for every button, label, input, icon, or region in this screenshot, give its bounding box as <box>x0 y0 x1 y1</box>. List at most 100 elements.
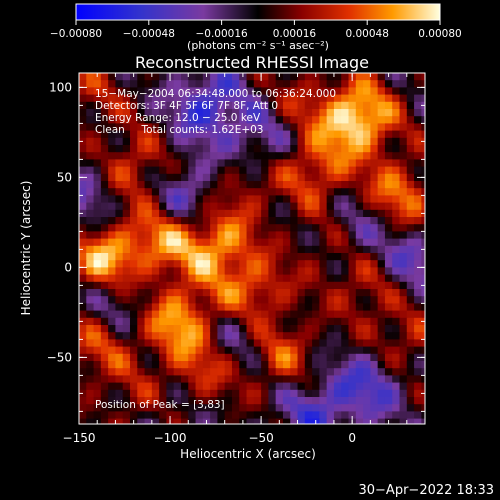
heatmap-cell <box>188 289 197 297</box>
heatmap-cell <box>151 411 160 420</box>
heatmap-cell <box>261 87 269 96</box>
heatmap-cell <box>363 397 371 405</box>
heatmap-cell <box>384 101 393 110</box>
heatmap-cell <box>151 325 160 333</box>
heatmap-cell <box>79 217 87 225</box>
heatmap-cell <box>399 346 408 355</box>
heatmap-cell <box>129 94 138 103</box>
heatmap-cell <box>333 109 342 117</box>
heatmap-cell <box>202 209 211 218</box>
heatmap-cell <box>363 195 371 204</box>
heatmap-cell <box>144 181 153 189</box>
heatmap-cell <box>115 404 124 412</box>
heatmap-cell <box>399 404 408 412</box>
heatmap-cell <box>406 195 415 204</box>
heatmap-cell <box>202 382 211 391</box>
heatmap-cell <box>129 267 138 276</box>
heatmap-cell <box>406 101 415 110</box>
heatmap-cell <box>363 267 371 276</box>
heatmap-cell <box>129 109 138 117</box>
heatmap-cell <box>210 274 218 283</box>
heatmap-cell <box>326 346 335 355</box>
heatmap-cell <box>348 332 357 340</box>
heatmap-cell <box>253 339 262 348</box>
heatmap-cell <box>166 217 175 225</box>
heatmap-cell <box>282 346 291 355</box>
heatmap-cell <box>100 109 109 117</box>
heatmap-cell <box>341 202 350 211</box>
heatmap-cell <box>355 404 364 412</box>
heatmap-cell <box>253 101 262 110</box>
heatmap-cell <box>151 137 160 146</box>
heatmap-cell <box>144 231 153 240</box>
heatmap-cell <box>275 382 284 391</box>
heatmap-cell <box>275 260 284 268</box>
heatmap-cell <box>115 145 124 153</box>
heatmap-cell <box>210 152 218 160</box>
heatmap-cell <box>370 361 379 369</box>
heatmap-cell <box>370 123 379 132</box>
heatmap-cell <box>268 94 277 103</box>
heatmap-cell <box>137 245 146 254</box>
heatmap-cell <box>173 94 182 103</box>
heatmap-cell <box>100 375 109 384</box>
heatmap-cell <box>363 109 371 117</box>
heatmap-cell <box>144 339 153 348</box>
heatmap-cell <box>333 245 342 254</box>
heatmap-cell <box>210 389 218 398</box>
heatmap-cell <box>326 253 335 261</box>
heatmap-cell <box>217 317 226 326</box>
heatmap-cell <box>297 303 306 312</box>
heatmap-cell <box>304 245 313 254</box>
heatmap-cell <box>363 375 371 384</box>
heatmap-cell <box>333 87 342 96</box>
heatmap-cell <box>122 389 131 398</box>
heatmap-cell <box>384 137 393 146</box>
heatmap-cell <box>122 289 131 297</box>
heatmap-cell <box>202 87 211 96</box>
heatmap-cell <box>377 281 386 290</box>
heatmap-cell <box>180 418 189 424</box>
heatmap-cell <box>100 224 109 232</box>
heatmap-cell <box>180 375 189 384</box>
heatmap-cell <box>429 318 437 326</box>
heatmap-cell <box>392 397 401 405</box>
heatmap-cell <box>406 353 415 362</box>
heatmap-cell <box>188 418 197 424</box>
heatmap-cell <box>129 260 138 268</box>
heatmap-cell <box>159 303 168 312</box>
heatmap-cell <box>290 195 299 204</box>
heatmap-cell <box>268 109 277 117</box>
heatmap-cell <box>202 281 211 290</box>
heatmap-cell <box>304 188 313 196</box>
heatmap-cell <box>239 245 248 254</box>
heatmap-cell <box>231 353 240 362</box>
heatmap-cell <box>326 137 335 146</box>
heatmap-cell <box>275 159 284 168</box>
heatmap-cell <box>253 274 262 283</box>
heatmap-cell <box>333 404 342 412</box>
heatmap-cell <box>333 173 342 182</box>
heatmap-cell <box>406 253 415 261</box>
heatmap-cell <box>341 253 350 261</box>
heatmap-cell <box>122 80 131 88</box>
heatmap-cell <box>210 116 218 124</box>
heatmap-cell <box>93 245 102 254</box>
heatmap-cell <box>275 202 284 211</box>
heatmap-cell <box>253 346 262 355</box>
heatmap-cell <box>129 389 138 398</box>
heatmap-cell <box>210 296 218 304</box>
heatmap-cell <box>290 73 299 81</box>
heatmap-cell <box>188 245 197 254</box>
heatmap-cell <box>290 80 299 88</box>
heatmap-cell <box>122 209 131 218</box>
heatmap-cell <box>392 109 401 117</box>
heatmap-cell <box>392 339 401 348</box>
heatmap-cell <box>333 80 342 88</box>
heatmap-cell <box>304 123 313 132</box>
heatmap-cell <box>145 426 153 434</box>
heatmap-cell <box>326 411 335 420</box>
heatmap-cell <box>282 152 291 160</box>
heatmap-cell <box>282 361 291 369</box>
